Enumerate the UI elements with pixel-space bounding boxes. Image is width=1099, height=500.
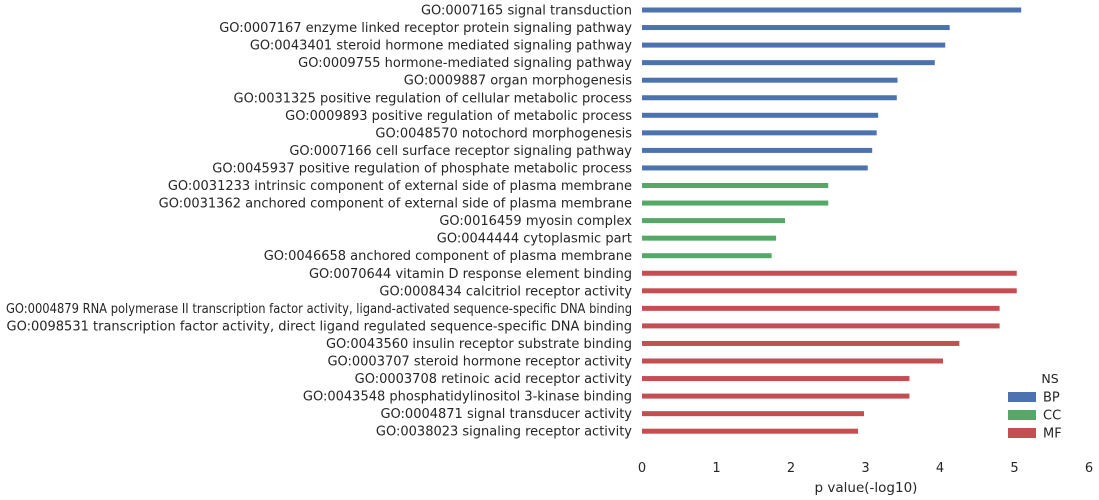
category-label: GO:0048570 notochord morphogenesis: [375, 126, 632, 141]
x-tick-label: 5: [1010, 461, 1018, 476]
legend-label-bp: BP: [1043, 391, 1060, 406]
bar-bp: [642, 95, 897, 101]
category-label: GO:0004879 RNA polymerase II transcripti…: [6, 302, 632, 317]
category-label: GO:0046658 anchored component of plasma …: [264, 249, 632, 264]
category-label: GO:0008434 calcitriol receptor activity: [379, 284, 632, 299]
category-label: GO:0031362 anchored component of externa…: [159, 197, 632, 212]
legend-swatch-cc: [1008, 410, 1036, 420]
category-label: GO:0007166 cell surface receptor signali…: [289, 144, 632, 159]
category-label: GO:0003708 retinoic acid receptor activi…: [355, 372, 633, 387]
legend-swatch-mf: [1008, 428, 1036, 438]
category-label: GO:0043548 phosphatidylinositol 3-kinase…: [303, 390, 632, 405]
bar-mf: [642, 288, 1017, 294]
legend: NS BP CC MF: [1008, 371, 1062, 442]
bar-mf: [642, 376, 910, 382]
category-label: GO:0044444 cytoplasmic part: [437, 232, 632, 247]
x-axis: 0 1 2 3 4 5 6: [638, 461, 1093, 476]
bar-mf: [642, 340, 960, 346]
bar-bp: [642, 77, 898, 83]
legend-entries: BP CC MF: [1008, 391, 1062, 442]
category-label: GO:0004871 signal transducer activity: [380, 407, 632, 422]
category-labels: GO:0007165 signal transduction GO:0007167…: [6, 4, 632, 440]
category-label: GO:0009755 hormone-mediated signaling pa…: [298, 56, 632, 71]
bar-mf: [642, 411, 865, 417]
x-tick-label: 1: [712, 461, 720, 476]
bar-bp: [642, 165, 868, 171]
bar-bp: [642, 130, 877, 136]
bar-cc: [642, 200, 829, 206]
bar-mf: [642, 358, 943, 364]
legend-title: NS: [1041, 371, 1058, 386]
legend-swatch-bp: [1008, 392, 1036, 402]
bar-mf: [642, 428, 859, 434]
category-label: GO:0007167 enzyme linked receptor protei…: [219, 21, 632, 36]
x-axis-label: p value(-log10): [815, 480, 918, 496]
category-label: GO:0016459 myosin complex: [439, 214, 632, 229]
bar-bp: [642, 42, 946, 48]
x-tick-label: 0: [638, 461, 646, 476]
bar-cc: [642, 235, 777, 241]
category-label: GO:0045937 positive regulation of phosph…: [212, 161, 632, 176]
category-label: GO:0009893 positive regulation of metabo…: [285, 109, 632, 124]
bar-cc: [642, 218, 786, 224]
category-label: GO:0031325 positive regulation of cellul…: [234, 91, 633, 106]
category-label: GO:0003707 steroid hormone receptor acti…: [327, 355, 632, 370]
category-label: GO:0098531 transcription factor activity…: [7, 319, 632, 334]
bar-cc: [642, 183, 829, 188]
category-label: GO:0007165 signal transduction: [421, 4, 632, 19]
bar-mf: [642, 305, 1000, 311]
bars-layer: [642, 7, 1022, 434]
bar-mf: [642, 323, 1000, 329]
bar-bp: [642, 112, 879, 118]
bar-cc: [642, 253, 772, 259]
bar-mf: [642, 393, 910, 399]
bar-bp: [642, 147, 873, 153]
x-tick-label: 4: [936, 461, 944, 476]
bar-bp: [642, 7, 1022, 13]
bar-bp: [642, 60, 935, 66]
x-tick-label: 3: [861, 461, 869, 476]
legend-label-mf: MF: [1043, 427, 1062, 442]
x-tick-label: 6: [1085, 461, 1093, 476]
bar-bp: [642, 25, 950, 31]
x-tick-label: 2: [787, 461, 795, 476]
category-label: GO:0070644 vitamin D response element bi…: [309, 267, 632, 282]
bar-mf: [642, 270, 1017, 276]
category-label: GO:0031233 intrinsic component of extern…: [168, 179, 632, 194]
category-label: GO:0043560 insulin receptor substrate bi…: [326, 337, 632, 352]
category-label: GO:0038023 signaling receptor activity: [376, 425, 632, 440]
category-label: GO:0043401 steroid hormone mediated sign…: [250, 39, 632, 54]
legend-label-cc: CC: [1043, 409, 1061, 424]
category-label: GO:0009887 organ morphogenesis: [404, 74, 632, 89]
